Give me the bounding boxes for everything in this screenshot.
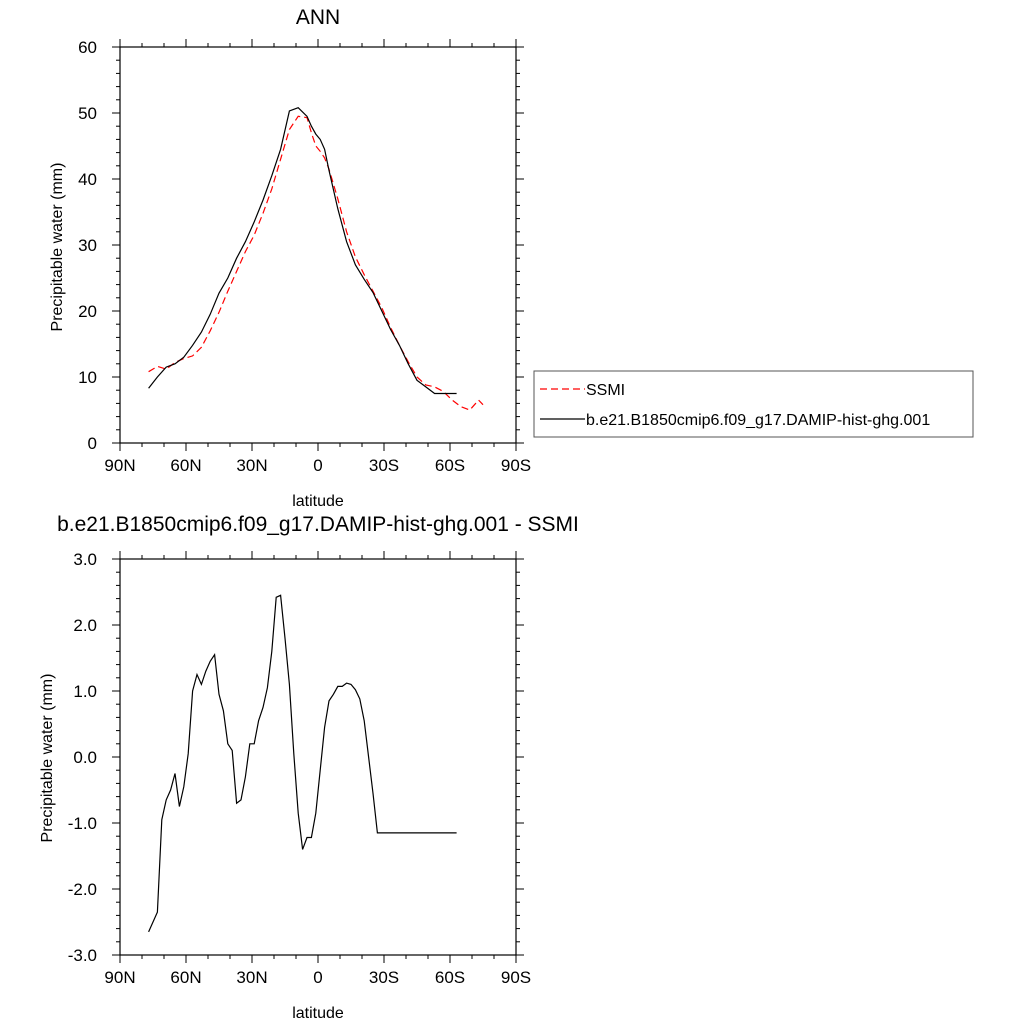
y-tick-label: -2.0 [68, 880, 97, 899]
y-axis-label: Precipitable water (mm) [39, 674, 56, 843]
x-axis-label: latitude [292, 1005, 344, 1022]
series-group [148, 594, 457, 933]
y-tick-label: 10 [78, 368, 97, 387]
panel-annual-mean: ANN Precipitable water (mm) latitude 90N… [49, 6, 531, 510]
y-axis-label: Precipitable water (mm) [49, 163, 66, 332]
axis-ticks: 90N 60N 30N 0 30S 60S 90S -3.0 -2.0 -1.0 0.0 1.0 2.0… [68, 550, 531, 987]
y-tick-label: 0.0 [73, 748, 97, 767]
y-tick-label: 2.0 [73, 616, 97, 635]
x-tick-label: 30S [369, 456, 399, 475]
x-tick-label: 90N [104, 968, 135, 987]
x-tick-label: 60N [170, 968, 201, 987]
series-group [148, 107, 484, 411]
x-tick-label: 0 [313, 968, 322, 987]
y-tick-label: 20 [78, 302, 97, 321]
y-tick-label: 40 [78, 170, 97, 189]
y-tick-label: -1.0 [68, 814, 97, 833]
x-tick-label: 90S [501, 456, 531, 475]
y-tick-label: 0 [88, 434, 97, 453]
x-tick-label: 90N [104, 456, 135, 475]
y-tick-label: 50 [78, 104, 97, 123]
panel-difference: b.e21.B1850cmip6.f09_g17.DAMIP-hist-ghg.… [39, 513, 579, 1022]
x-tick-label: 60S [435, 456, 465, 475]
chart-title: b.e21.B1850cmip6.f09_g17.DAMIP-hist-ghg.… [57, 513, 579, 536]
x-axis-label: latitude [292, 493, 344, 510]
chart-title: ANN [296, 6, 340, 29]
y-tick-label: 1.0 [73, 682, 97, 701]
x-tick-label: 60S [435, 968, 465, 987]
plot-frame [119, 46, 517, 444]
x-tick-label: 90S [501, 968, 531, 987]
y-tick-label: 30 [78, 236, 97, 255]
y-tick-label: -3.0 [68, 946, 97, 965]
legend-label-ssmi: SSMI [586, 382, 625, 399]
plot-frame [119, 558, 517, 956]
series-line-0 [148, 115, 484, 411]
x-tick-label: 0 [313, 456, 322, 475]
legend-frame [533, 370, 974, 438]
y-tick-label: 60 [78, 38, 97, 57]
series-line-0 [148, 594, 457, 933]
x-tick-label: 30S [369, 968, 399, 987]
y-tick-label: 3.0 [73, 550, 97, 569]
legend: SSMI b.e21.B1850cmip6.f09_g17.DAMIP-hist… [533, 370, 974, 438]
x-tick-label: 60N [170, 456, 201, 475]
axis-ticks: 90N 60N 30N 0 30S 60S 90S 0 10 20 30 40 50 60 [78, 38, 531, 475]
x-tick-label: 30N [236, 456, 267, 475]
x-tick-label: 30N [236, 968, 267, 987]
series-line-1 [148, 107, 457, 395]
legend-label-model: b.e21.B1850cmip6.f09_g17.DAMIP-hist-ghg.… [586, 412, 930, 429]
